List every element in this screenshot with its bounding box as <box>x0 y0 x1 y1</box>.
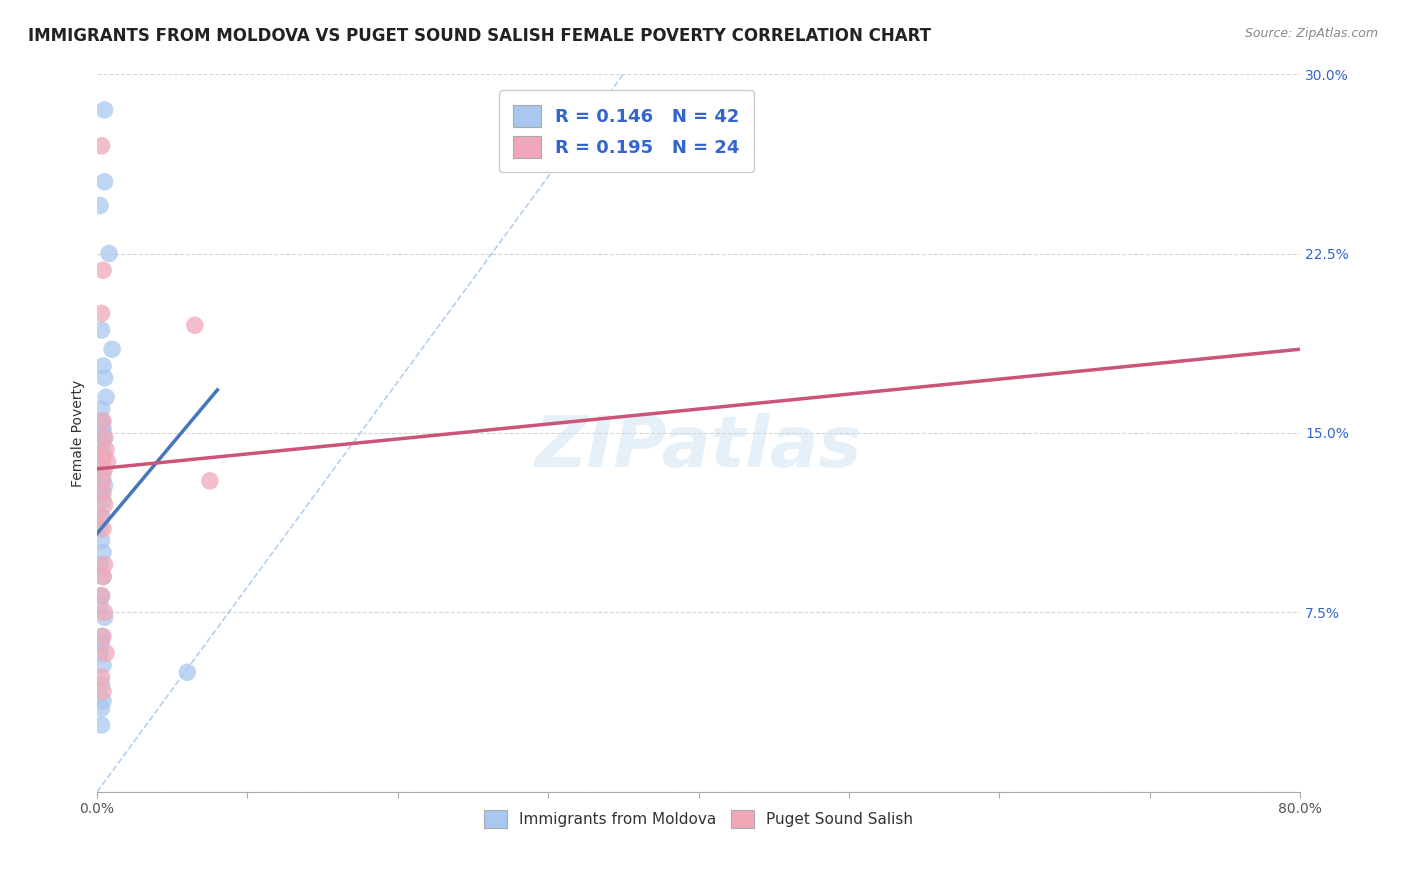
Y-axis label: Female Poverty: Female Poverty <box>72 379 86 487</box>
Point <box>93 498 115 512</box>
Point <box>91 359 114 373</box>
Legend: Immigrants from Moldova, Puget Sound Salish: Immigrants from Moldova, Puget Sound Sal… <box>478 804 920 835</box>
Point <box>198 474 221 488</box>
Point <box>90 509 112 524</box>
Point <box>89 522 111 536</box>
Point <box>90 306 112 320</box>
Point <box>90 138 112 153</box>
Point <box>91 569 114 583</box>
Point <box>93 462 115 476</box>
Point <box>94 390 117 404</box>
Point <box>176 665 198 680</box>
Point <box>90 402 112 417</box>
Point <box>91 450 114 464</box>
Point <box>90 485 112 500</box>
Point <box>93 431 115 445</box>
Point <box>89 558 111 572</box>
Point <box>89 599 111 613</box>
Point <box>91 522 114 536</box>
Point <box>91 658 114 673</box>
Point <box>91 629 114 643</box>
Point <box>91 569 114 583</box>
Point <box>91 684 114 698</box>
Point <box>91 421 114 435</box>
Point <box>93 175 115 189</box>
Point <box>93 371 115 385</box>
Point <box>184 318 207 333</box>
Text: Source: ZipAtlas.com: Source: ZipAtlas.com <box>1244 27 1378 40</box>
Point <box>90 509 112 524</box>
Point <box>89 199 111 213</box>
Point <box>91 694 114 708</box>
Point <box>91 467 114 481</box>
Point <box>91 474 114 488</box>
Point <box>93 103 115 117</box>
Point <box>98 246 121 260</box>
Point <box>91 450 114 464</box>
Point <box>90 677 112 691</box>
Point <box>91 425 114 440</box>
Point <box>90 455 112 469</box>
Point <box>90 438 112 452</box>
Point <box>90 589 112 603</box>
Point <box>93 558 115 572</box>
Point <box>90 323 112 337</box>
Point <box>91 445 114 459</box>
Point <box>91 546 114 560</box>
Point <box>93 478 115 492</box>
Text: IMMIGRANTS FROM MOLDOVA VS PUGET SOUND SALISH FEMALE POVERTY CORRELATION CHART: IMMIGRANTS FROM MOLDOVA VS PUGET SOUND S… <box>28 27 931 45</box>
Point <box>91 263 114 277</box>
Point <box>89 646 111 660</box>
Point <box>97 455 120 469</box>
Point <box>101 343 124 357</box>
Point <box>90 533 112 548</box>
Point <box>94 646 117 660</box>
Point <box>93 431 115 445</box>
Point <box>90 637 112 651</box>
Point <box>90 414 112 428</box>
Point <box>90 718 112 732</box>
Point <box>90 589 112 603</box>
Point <box>91 414 114 428</box>
Point <box>93 610 115 624</box>
Point <box>90 701 112 715</box>
Point <box>89 462 111 476</box>
Point <box>93 606 115 620</box>
Point <box>90 670 112 684</box>
Point <box>94 442 117 457</box>
Point <box>91 485 114 500</box>
Point <box>90 474 112 488</box>
Point <box>90 629 112 643</box>
Text: ZIPatlas: ZIPatlas <box>534 413 862 482</box>
Point <box>91 493 114 508</box>
